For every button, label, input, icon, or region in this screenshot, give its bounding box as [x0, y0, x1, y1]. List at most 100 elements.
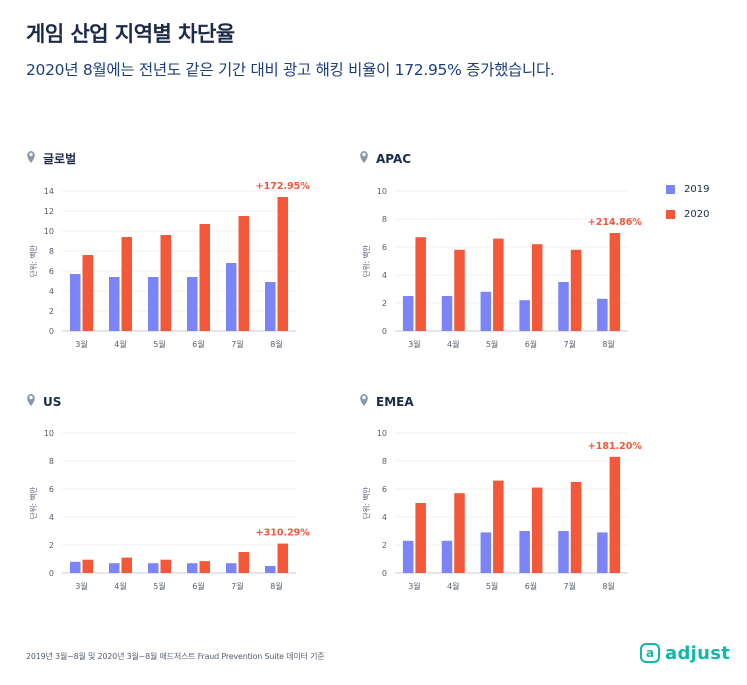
adjust-logo-text: adjust	[665, 642, 731, 664]
chart-1-bar-2020	[238, 216, 249, 331]
chart-1-ytick-label: 8	[49, 247, 54, 256]
chart-3-ytick-label: 8	[49, 457, 54, 466]
chart-2-title: APAC	[376, 152, 411, 166]
chart-1-ytick-label: 14	[44, 187, 54, 196]
chart-1-bar-2019	[226, 263, 237, 331]
chart-1-y-axis-label: 단위: 백만	[28, 245, 38, 278]
chart-2-xtick-label: 7월	[564, 339, 576, 349]
chart-2-ytick-label: 6	[382, 243, 387, 252]
chart-4-ytick-label: 6	[382, 485, 387, 494]
chart-3-ytick-label: 2	[49, 541, 54, 550]
chart-4-bar-2020	[493, 480, 504, 573]
chart-3-ytick-label: 4	[49, 513, 54, 522]
chart-2-xtick-label: 4월	[447, 339, 459, 349]
chart-2-bar-2020	[609, 233, 621, 331]
chart-1-xtick-label: 4월	[114, 339, 126, 349]
chart-1-bar-2019	[109, 277, 120, 331]
chart-1-bar-2019	[265, 282, 276, 331]
chart-4-xtick-label: 8월	[602, 581, 614, 591]
adjust-logo: a adjust	[640, 640, 730, 666]
chart-4-title: EMEA	[376, 395, 414, 409]
chart-1-bar-2019	[187, 277, 198, 331]
chart-2-xtick-label: 6월	[525, 339, 537, 349]
chart-1-ytick-label: 0	[49, 327, 54, 336]
chart-1-bar-2019	[70, 274, 81, 331]
chart-4-bar-2020	[454, 493, 465, 573]
chart-2-bar-2019	[519, 300, 530, 331]
chart-2-ytick-label: 0	[382, 327, 387, 336]
chart-4-bar-2020	[531, 487, 543, 573]
chart-3-xtick-label: 8월	[270, 581, 282, 591]
chart-2-xtick-label: 8월	[602, 339, 614, 349]
chart-1-bar-2020	[160, 235, 171, 331]
chart-1-ytick-label: 10	[44, 227, 54, 236]
chart-2-ytick-label: 2	[382, 299, 387, 308]
legend-swatch-2019	[666, 184, 675, 194]
chart-3-bar-2019	[109, 563, 120, 573]
chart-4-bar-2019	[402, 540, 414, 573]
chart-1-bar-2020	[277, 197, 288, 331]
chart-3-xtick-label: 3월	[75, 581, 87, 591]
chart-2-bar-2019	[558, 282, 569, 331]
chart-1-xtick-label: 7월	[231, 339, 243, 349]
legend-item-2020: 2020	[666, 207, 709, 221]
footnote: 2019년 3월~8월 및 2020년 3월~8월 애드저스트 Fraud Pr…	[26, 652, 325, 661]
chart-3-bar-2020	[277, 543, 288, 573]
chart-1-ytick-label: 6	[49, 267, 54, 276]
chart-4-xtick-label: 4월	[447, 581, 459, 591]
chart-4-ytick-label: 4	[382, 513, 387, 522]
chart-4-bar-2019	[558, 531, 569, 573]
chart-1-title: 글로벌	[43, 151, 76, 166]
chart-2-location-pin-icon	[360, 151, 368, 163]
chart-2-bar-2019	[480, 291, 492, 331]
chart-3-bar-2019	[187, 563, 198, 573]
chart-3-bar-2019	[265, 566, 276, 573]
chart-1-xtick-label: 3월	[75, 339, 87, 349]
chart-1-xtick-label: 5월	[153, 339, 165, 349]
chart-3-title: US	[43, 395, 61, 409]
chart-3-xtick-label: 4월	[114, 581, 126, 591]
chart-3-xtick-label: 5월	[153, 581, 165, 591]
chart-3-ytick-label: 6	[49, 485, 54, 494]
chart-4-location-pin-icon	[360, 394, 368, 406]
adjust-logo-icon: a	[640, 643, 660, 663]
chart-1-xtick-label: 6월	[192, 339, 204, 349]
chart-2-ytick-label: 4	[382, 271, 387, 280]
chart-3-xtick-label: 7월	[231, 581, 243, 591]
chart-3-xtick-label: 6월	[192, 581, 204, 591]
chart-4-bar-2019	[441, 540, 453, 573]
chart-1-ytick-label: 12	[44, 207, 54, 216]
legend-label-2020: 2020	[684, 208, 710, 220]
chart-2-y-axis-label: 단위: 백만	[361, 245, 371, 278]
chart-2-location-pin-dot	[362, 152, 366, 157]
chart-3-bar-2020	[82, 559, 93, 573]
chart-3-bar-2020	[199, 561, 210, 573]
chart-2-bar-2020	[415, 237, 426, 331]
chart-2-bar-2020	[570, 249, 582, 331]
legend-label-2019: 2019	[684, 183, 710, 195]
chart-3-growth-label: +310.29%	[256, 528, 311, 539]
chart-4-location-pin-dot	[362, 395, 366, 400]
page-title: 게임 산업 지역별 차단율	[26, 22, 235, 46]
chart-3-ytick-label: 0	[49, 569, 54, 578]
chart-3-bar-2020	[238, 552, 249, 573]
chart-2-bar-2020	[454, 249, 465, 331]
chart-1-location-pin-dot	[29, 152, 33, 157]
chart-4-bar-2019	[597, 532, 608, 573]
chart-3-bar-2019	[70, 561, 81, 573]
chart-4-growth-label: +181.20%	[588, 441, 643, 452]
chart-4-bar-2019	[480, 532, 492, 573]
chart-3-location-pin-dot	[29, 395, 33, 400]
chart-1-bar-2020	[199, 224, 210, 331]
chart-4-y-axis-label: 단위: 백만	[361, 487, 371, 520]
legend-swatch-2020	[666, 209, 675, 219]
chart-1-bar-2020	[82, 255, 93, 331]
page-subtitle: 2020년 8월에는 전년도 같은 기간 대비 광고 해킹 비율이 172.95…	[26, 61, 555, 79]
chart-4-ytick-label: 8	[382, 457, 387, 466]
chart-2-growth-label: +214.86%	[588, 217, 643, 228]
chart-3-ytick-label: 10	[44, 429, 54, 438]
chart-4-bar-2020	[570, 482, 582, 573]
chart-3-location-pin-icon	[27, 394, 35, 406]
chart-4-bar-2020	[415, 503, 426, 573]
